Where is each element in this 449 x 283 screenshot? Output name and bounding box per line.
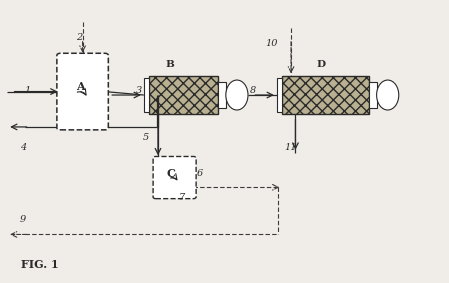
FancyBboxPatch shape bbox=[57, 53, 108, 130]
Text: A: A bbox=[76, 80, 85, 91]
Ellipse shape bbox=[377, 80, 399, 110]
Text: 4: 4 bbox=[20, 143, 26, 152]
Text: 5: 5 bbox=[143, 133, 149, 142]
Bar bbox=[144, 78, 149, 112]
Bar bbox=[369, 82, 377, 108]
Bar bbox=[282, 76, 369, 114]
Text: B: B bbox=[165, 60, 174, 69]
Text: 9: 9 bbox=[20, 215, 26, 224]
Text: 2: 2 bbox=[76, 33, 82, 42]
Bar bbox=[149, 76, 218, 114]
Bar bbox=[218, 82, 226, 108]
Text: 7: 7 bbox=[179, 193, 185, 202]
Text: 3: 3 bbox=[136, 86, 142, 95]
Text: 11: 11 bbox=[284, 143, 296, 152]
Text: 6: 6 bbox=[197, 169, 203, 178]
Ellipse shape bbox=[226, 80, 248, 110]
Text: 10: 10 bbox=[266, 38, 278, 48]
Text: 8: 8 bbox=[250, 86, 256, 95]
Bar bbox=[277, 78, 282, 112]
FancyBboxPatch shape bbox=[153, 156, 196, 199]
Text: C: C bbox=[167, 168, 176, 179]
Text: 1: 1 bbox=[24, 86, 30, 95]
Text: D: D bbox=[317, 60, 326, 69]
Text: FIG. 1: FIG. 1 bbox=[21, 260, 58, 271]
